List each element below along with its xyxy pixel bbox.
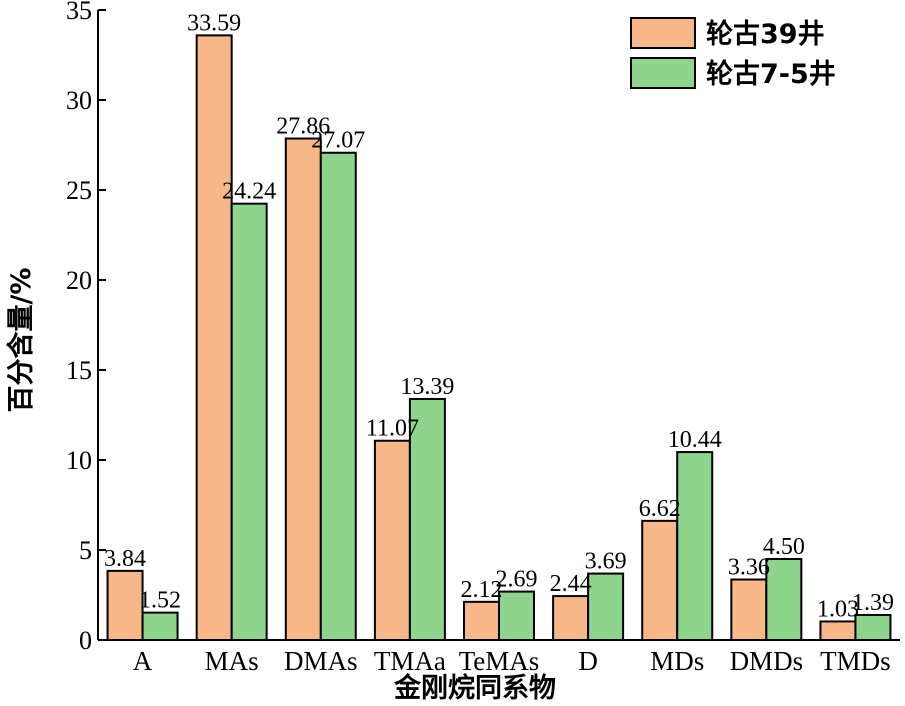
- y-tick-label: 10: [66, 446, 92, 475]
- data-label: 1.39: [852, 590, 894, 616]
- bar: [141, 611, 179, 642]
- y-tick-label: 30: [66, 86, 92, 115]
- bar: [730, 578, 768, 642]
- data-label: 1.03: [817, 596, 859, 622]
- data-label: 6.62: [639, 496, 681, 522]
- bar: [195, 34, 233, 641]
- legend-label: 轮古39井: [706, 19, 825, 50]
- bar: [106, 569, 144, 642]
- bar: [463, 600, 500, 642]
- data-label: 3.69: [585, 549, 627, 575]
- bar: [319, 151, 357, 642]
- x-tick-label: DMDs: [730, 646, 804, 676]
- bar: [819, 620, 857, 642]
- y-tick-label: 20: [66, 266, 92, 295]
- data-label: 33.59: [187, 10, 241, 36]
- data-label: 1.52: [139, 588, 181, 614]
- bar: [284, 137, 322, 642]
- legend-swatch: [630, 57, 696, 89]
- y-tick-label: 0: [79, 626, 92, 655]
- data-label: 4.50: [763, 534, 805, 560]
- data-label: 3.84: [104, 546, 146, 572]
- x-axis: A MAs DMAs TMAa TeMAs D MDs DMDs TMDs: [98, 639, 900, 676]
- y-axis: 0 5 10 15 20 25 30 35: [66, 0, 106, 655]
- bars: [106, 34, 892, 642]
- x-tick-label: TeMAs: [459, 646, 540, 676]
- bar: [230, 202, 268, 641]
- y-axis-title: 百分含量/%: [5, 268, 37, 413]
- bar: [676, 451, 714, 641]
- data-label: 2.44: [550, 571, 592, 597]
- data-label: 24.24: [222, 179, 276, 205]
- bar: [641, 519, 679, 642]
- x-axis-title: 金刚烷同系物: [393, 672, 556, 704]
- bar: [408, 397, 446, 642]
- data-label: 10.44: [668, 427, 722, 453]
- bar: [552, 595, 590, 642]
- bar: [498, 590, 535, 642]
- x-tick-label: DMAs: [284, 646, 358, 676]
- x-tick-label: TMDs: [820, 646, 891, 676]
- data-label: 2.69: [496, 567, 538, 593]
- x-tick-label: D: [578, 646, 598, 676]
- legend-label: 轮古7-5井: [706, 59, 836, 90]
- bar: [373, 439, 411, 641]
- y-tick-label: 5: [79, 536, 92, 565]
- legend-swatch: [630, 17, 696, 49]
- data-label: 27.07: [311, 128, 365, 154]
- data-label: 2.12: [461, 577, 503, 603]
- x-tick-label: MAs: [205, 646, 259, 676]
- bar: [854, 613, 892, 641]
- data-label: 3.36: [728, 555, 770, 581]
- y-tick-label: 35: [66, 0, 92, 25]
- data-label: 27.86: [276, 114, 330, 140]
- x-tick-label: A: [133, 646, 153, 676]
- x-tick-label: TMAa: [374, 646, 446, 676]
- x-tick-label: MDs: [650, 646, 704, 676]
- y-tick-label: 25: [66, 176, 92, 205]
- y-tick-label: 15: [66, 356, 92, 385]
- bar: [587, 572, 625, 642]
- data-label: 11.07: [366, 416, 419, 442]
- data-label: 13.39: [400, 374, 454, 400]
- bar: [765, 558, 803, 641]
